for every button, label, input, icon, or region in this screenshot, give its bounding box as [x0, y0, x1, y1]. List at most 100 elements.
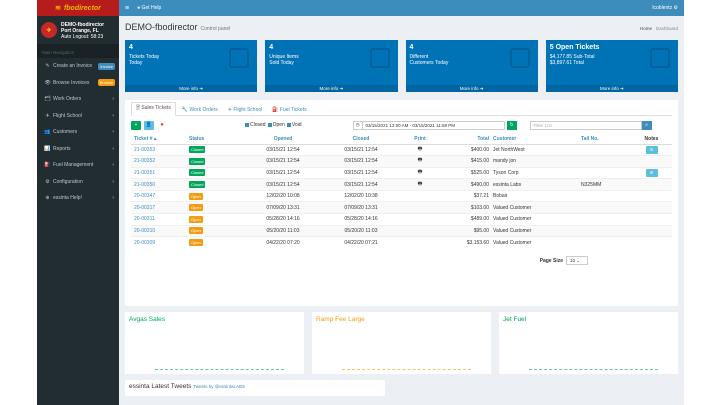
brand-logo[interactable]: ≋ fbodirector	[37, 0, 119, 16]
col-status[interactable]: Status	[189, 134, 253, 145]
tail-cell	[581, 166, 631, 179]
customer-cell: Tyson Corp	[493, 166, 581, 179]
print-icon[interactable]: 🖶	[409, 143, 431, 156]
chevron-left-icon: ‹	[112, 112, 114, 119]
sidebar-item-label: essinta Help!	[53, 195, 82, 202]
more-info-link[interactable]: More info ➜	[545, 85, 678, 92]
print-icon[interactable]: 🖶	[409, 155, 431, 168]
sidebar-item-customers[interactable]: 👥 Customers ‹	[37, 124, 119, 141]
tab-work-orders[interactable]: 🔧 Work Orders	[181, 107, 218, 113]
print-icon[interactable]	[409, 224, 431, 237]
tab-flight-school[interactable]: ✈ Flight School	[227, 107, 263, 113]
col-opened[interactable]: Opened	[253, 134, 313, 145]
closed-checkbox[interactable]: Closed	[245, 122, 266, 128]
print-icon[interactable]	[409, 189, 431, 202]
table-row[interactable]: 21-00352 Closed 03/15/21 12:54 03/15/21 12:…	[131, 155, 672, 168]
nav-header: Main Navigation	[37, 44, 119, 58]
col-ticket[interactable]: Ticket # ▴	[131, 134, 189, 145]
table-row[interactable]: 21-00353 Closed 03/15/21 12:54 03/15/21 12:…	[131, 143, 672, 156]
add-customer-button[interactable]: 👤	[144, 120, 154, 130]
table-row[interactable]: 21-00351 Closed 03/15/21 12:54 03/15/21 12:…	[131, 166, 672, 179]
notes-button[interactable]: ✉	[645, 145, 658, 154]
tweets-link[interactable]: Tweets by @essintaLABS	[193, 384, 246, 389]
col-total[interactable]: Total	[431, 134, 493, 145]
user-menu[interactable]: lcoblentz ⚙	[652, 5, 678, 11]
col-notes: Notes	[631, 134, 672, 145]
void-checkbox[interactable]: Void	[286, 122, 302, 128]
opened-cell: 05/20/20 11:03	[253, 224, 313, 237]
sidebar-item-flight-school[interactable]: ✈ Flight School ‹	[37, 108, 119, 125]
col-customer[interactable]: Customer	[493, 134, 581, 145]
customer-cell: Jet NorthWest	[493, 143, 581, 156]
chart-box: Avgas Sales	[125, 312, 304, 374]
opened-cell: 05/28/20 14:16	[253, 213, 313, 226]
stat-bg-icon	[229, 48, 250, 68]
status-badge: Closed	[189, 146, 206, 154]
more-info-link[interactable]: More info ➜	[125, 85, 258, 92]
stat-number: 5 Open Tickets	[549, 44, 600, 51]
ticket-link[interactable]: 20-00310	[131, 224, 189, 237]
ticket-link[interactable]: 21-00353	[131, 143, 189, 156]
refresh-button[interactable]: ↻	[506, 120, 517, 130]
stat-line2: $3,897.61 Total	[549, 60, 584, 66]
ticket-link[interactable]: 21-00351	[131, 166, 189, 179]
table-row[interactable]: 20-00317 Open 07/09/20 13:31 07/09/20 13:31…	[131, 201, 672, 214]
print-icon[interactable]	[409, 213, 431, 226]
table-row[interactable]: 20-00311 Open 05/28/20 14:16 05/28/20 14:16…	[131, 213, 672, 226]
sidebar-item-reports[interactable]: 📊 Reports ‹	[37, 141, 119, 158]
col-print[interactable]: Print	[409, 134, 431, 145]
tail-cell: N325MM	[581, 178, 631, 191]
tab-fuel-tickets[interactable]: ⛽ Fuel Tickets	[272, 107, 307, 113]
ticket-link[interactable]: 20-00311	[131, 213, 189, 226]
status-checkboxes: Closed Open Void	[245, 122, 302, 128]
sidebar-item-fuel-management[interactable]: ⛽ Fuel Management ‹	[37, 157, 119, 174]
closed-cell: 03/15/21 12:54	[313, 166, 409, 179]
col-tail[interactable]: Tail No.	[581, 134, 631, 145]
main-content: DEMO-fbodirector Control panel Home Dashbo…	[119, 16, 684, 405]
page-size-select[interactable]: 10 ⌄	[566, 256, 588, 266]
tab-sales-tickets[interactable]: 🗎 Sales Tickets	[131, 102, 176, 116]
sidebar-badge: Invoice	[98, 62, 115, 70]
add-ticket-button[interactable]: +	[131, 120, 141, 130]
print-icon[interactable]: 🖶	[409, 166, 431, 179]
ticket-link[interactable]: 21-00350	[131, 178, 189, 191]
status-badge: Closed	[189, 169, 206, 177]
hamburger-icon[interactable]: ≡	[125, 4, 130, 12]
ticket-link[interactable]: 20-00317	[131, 201, 189, 214]
breadcrumb-home[interactable]: Home	[639, 26, 652, 31]
open-checkbox[interactable]: Open	[267, 122, 285, 128]
ticket-link[interactable]: 20-00309	[131, 236, 189, 249]
customer-cell: essinta Labs	[493, 178, 581, 191]
help-link[interactable]: ● Get Help	[137, 5, 162, 11]
page-subtitle: Control panel	[200, 26, 231, 32]
total-cell: $37.21	[431, 189, 493, 202]
table-row[interactable]: 21-00350 Closed 03/15/21 12:54 03/15/21 12:…	[131, 178, 672, 191]
sidebar-item-configuration[interactable]: ⚙ Configuration ‹	[37, 174, 119, 191]
table-row[interactable]: 20-00309 Open 04/22/20 07:20 04/22/20 07:21…	[131, 236, 672, 249]
table-row[interactable]: 20-00310 Open 05/20/20 11:03 05/20/20 11:03…	[131, 224, 672, 237]
sidebar-item-work-orders[interactable]: 🗂 Work Orders ‹	[37, 91, 119, 108]
print-icon[interactable]	[409, 201, 431, 214]
search-button[interactable]: ⌕	[641, 120, 652, 130]
ticket-link[interactable]: 20-00347	[131, 189, 189, 202]
print-icon[interactable]: 🖶	[409, 178, 431, 191]
stat-number: 4	[129, 44, 133, 51]
notes-button[interactable]: ✉	[645, 168, 658, 177]
table-row[interactable]: 20-00347 Open 12/02/20 10:08 12/02/20 10:38…	[131, 189, 672, 202]
ticket-link[interactable]: 21-00352	[131, 155, 189, 168]
chevron-left-icon: ‹	[112, 145, 114, 152]
tag-icon[interactable]: ●	[157, 120, 167, 130]
col-closed[interactable]: Closed	[313, 134, 409, 145]
more-info-link[interactable]: More info ➜	[405, 85, 538, 92]
print-icon[interactable]	[409, 236, 431, 249]
sidebar-item-essinta-help[interactable]: ⊕ essinta Help! ‹	[37, 190, 119, 207]
avatar: ✈	[41, 22, 57, 38]
more-info-link[interactable]: More info ➜	[265, 85, 398, 92]
date-range-input[interactable]: 03/15/2021 12:00 AM - 03/15/2021 11:59 P…	[362, 120, 505, 130]
chevron-left-icon: ‹	[112, 96, 114, 103]
tail-cell	[581, 143, 631, 156]
sidebar-item-create-an-invoice[interactable]: ✎ Create an Invoice Invoice	[37, 58, 119, 75]
filter-input[interactable]: Filter List	[529, 120, 642, 130]
status-badge: Open	[189, 227, 203, 235]
sidebar-item-browse-invoices[interactable]: 👁 Browse Invoices Browse	[37, 75, 119, 92]
